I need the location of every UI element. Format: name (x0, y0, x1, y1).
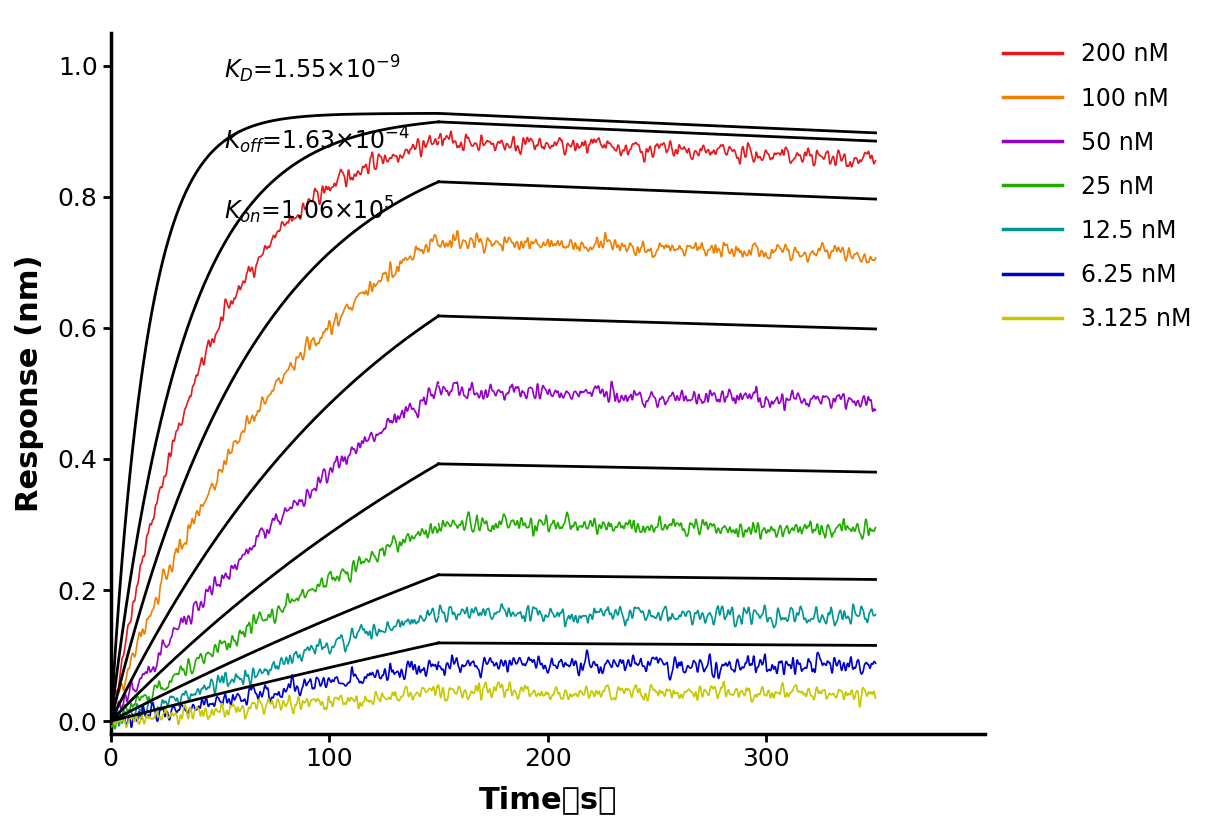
X-axis label: Time（s）: Time（s） (479, 785, 617, 814)
Y-axis label: Response (nm): Response (nm) (15, 255, 44, 512)
Text: $K_{off}$=1.63×10$^{-4}$: $K_{off}$=1.63×10$^{-4}$ (224, 125, 410, 156)
Text: $K_{on}$=1.06×10$^{5}$: $K_{on}$=1.06×10$^{5}$ (224, 195, 395, 226)
Text: $K_D$=1.55×10$^{-9}$: $K_D$=1.55×10$^{-9}$ (224, 54, 401, 86)
Legend: 200 nM, 100 nM, 50 nM, 25 nM, 12.5 nM, 6.25 nM, 3.125 nM: 200 nM, 100 nM, 50 nM, 25 nM, 12.5 nM, 6… (993, 33, 1200, 340)
